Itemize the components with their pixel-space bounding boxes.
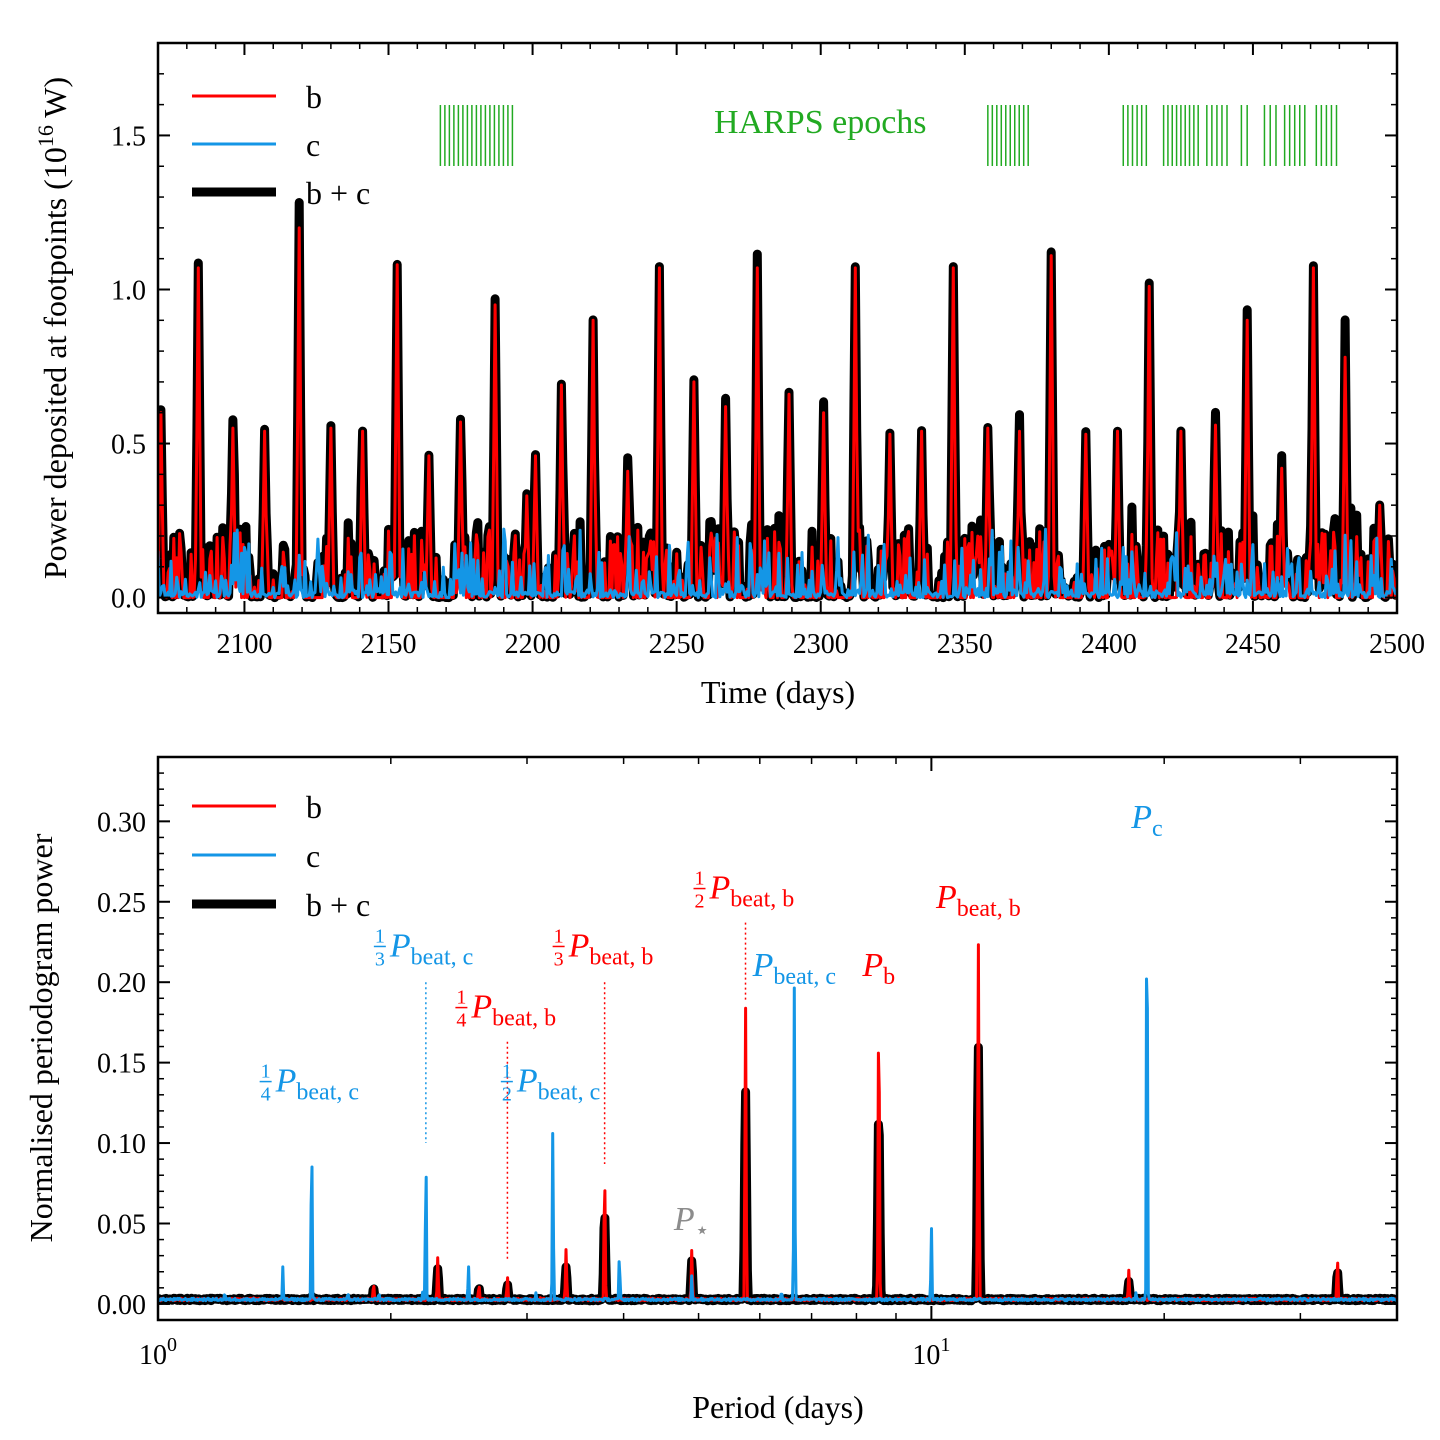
y-tick-label: 0.20 — [97, 968, 146, 999]
x-tick-label: 101 — [912, 1334, 950, 1371]
legend-label-c: c — [306, 127, 320, 163]
y-tick-label: 0.15 — [97, 1049, 146, 1080]
fraction-denominator: 3 — [375, 948, 385, 970]
bottom-legend: b c b + c — [192, 789, 370, 923]
fraction-denominator: 4 — [261, 1084, 271, 1106]
annotation-quarterpbeatc: 14 Pbeat, c — [259, 1061, 359, 1106]
top-y-axis-label: Power deposited at footpoints (1016 W) — [33, 77, 73, 579]
annotation-quarterpbeatb: 14 Pbeat, b — [455, 987, 556, 1032]
legend-label-c: c — [306, 838, 320, 874]
annotation-label: P⋆ — [673, 1201, 710, 1244]
top-series-group — [158, 198, 1397, 603]
top-axes-frame — [156, 41, 1399, 615]
annotation-dotted-lines — [425, 922, 747, 1259]
annotation-pb: Pb — [861, 947, 895, 990]
y-tick-label: 0.05 — [97, 1209, 146, 1240]
bottom-series-group — [158, 943, 1397, 1306]
annotation-label: Pbeat, b — [935, 879, 1021, 922]
fraction-denominator: 3 — [554, 948, 564, 970]
y-tick-label: 0.0 — [111, 584, 146, 615]
annotation-label: Pc — [1130, 799, 1162, 842]
fraction-denominator: 2 — [502, 1084, 512, 1106]
x-tick-label: 2300 — [793, 629, 849, 660]
y-tick-label: 0.25 — [97, 888, 146, 919]
annotation-pbeatb: Pbeat, b — [935, 879, 1021, 922]
fraction-numerator: 1 — [456, 987, 466, 1009]
annotation-label: Pbeat, c — [275, 1063, 359, 1106]
y-tick-label: 0.5 — [111, 430, 146, 461]
legend-label-b-plus-c: b + c — [306, 887, 370, 923]
y-tick-label: 1.5 — [111, 121, 146, 152]
bottom-y-axis-label: Normalised periodogram power — [23, 833, 59, 1242]
annotation-pbeatc: Pbeat, c — [752, 947, 836, 990]
harps-epoch-marks — [439, 105, 1338, 166]
annotation-label: Pbeat, c — [516, 1063, 600, 1106]
annotation-label: Pbeat, b — [470, 989, 556, 1032]
x-tick-label: 2250 — [649, 629, 705, 660]
x-tick-label: 2150 — [361, 629, 417, 660]
annotation-label: Pbeat, c — [752, 947, 836, 990]
annotation-label: Pbeat, c — [389, 927, 473, 970]
annotation-thirdpbeatc: 13 Pbeat, c — [373, 925, 473, 970]
y-tick-label: 0.30 — [97, 807, 146, 838]
fraction-numerator: 1 — [261, 1061, 271, 1083]
annotation-label: Pb — [861, 947, 895, 990]
series-line-c — [158, 977, 1397, 1303]
annotation-thirdpbeatb: 13 Pbeat, b — [552, 925, 654, 970]
annotation-halfpbeatb: 12 Pbeat, b — [693, 868, 795, 913]
x-tick-label: 2400 — [1081, 629, 1137, 660]
top-panel: 2100 2150 2200 2250 2300 2350 2400 2450 2500 0.0 0… — [33, 41, 1425, 710]
fraction-numerator: 1 — [554, 925, 564, 947]
harps-epochs-label: HARPS epochs — [714, 104, 927, 141]
fraction-denominator: 4 — [456, 1010, 466, 1032]
fraction-numerator: 1 — [695, 868, 705, 890]
legend-label-b: b — [306, 79, 322, 115]
fraction-numerator: 1 — [375, 925, 385, 947]
legend-label-b: b — [306, 789, 322, 825]
top-legend: b c b + c — [192, 79, 370, 211]
annotation-pstar: P⋆ — [673, 1201, 710, 1244]
top-x-axis-label: Time (days) — [701, 674, 855, 710]
x-tick-label: 2200 — [505, 629, 561, 660]
annotation-label: Pbeat, b — [568, 927, 654, 970]
annotation-pc: Pc — [1130, 799, 1162, 842]
y-tick-label: 1.0 — [111, 275, 146, 306]
annotation-label: Pbeat, b — [709, 870, 795, 913]
y-tick-label: 0.00 — [97, 1290, 146, 1321]
bottom-axes-frame — [156, 755, 1399, 1322]
x-tick-label: 2500 — [1369, 629, 1425, 660]
annotation-halfpbeatc: 12 Pbeat, c — [500, 1061, 600, 1106]
x-tick-label: 2100 — [216, 629, 272, 660]
x-tick-label: 100 — [139, 1334, 177, 1371]
bottom-x-axis-label: Period (days) — [692, 1389, 864, 1425]
x-tick-label: 2350 — [937, 629, 993, 660]
series-line-c — [158, 527, 1397, 600]
fraction-numerator: 1 — [502, 1061, 512, 1083]
fraction-denominator: 2 — [695, 891, 705, 913]
series-line-b — [158, 226, 1397, 600]
bottom-panel: 100 101 0.00 0.05 0.10 0.15 0.20 0.25 0.30 Pc Pbe… — [23, 755, 1399, 1425]
x-tick-label: 2450 — [1225, 629, 1281, 660]
top-ticks: 2100 2150 2200 2250 2300 2350 2400 2450 2500 0.0 0… — [111, 43, 1425, 660]
legend-label-b-plus-c: b + c — [306, 175, 370, 211]
bottom-ticks: 100 101 0.00 0.05 0.10 0.15 0.20 0.25 0.30 — [97, 757, 1398, 1371]
y-tick-label: 0.10 — [97, 1129, 146, 1160]
